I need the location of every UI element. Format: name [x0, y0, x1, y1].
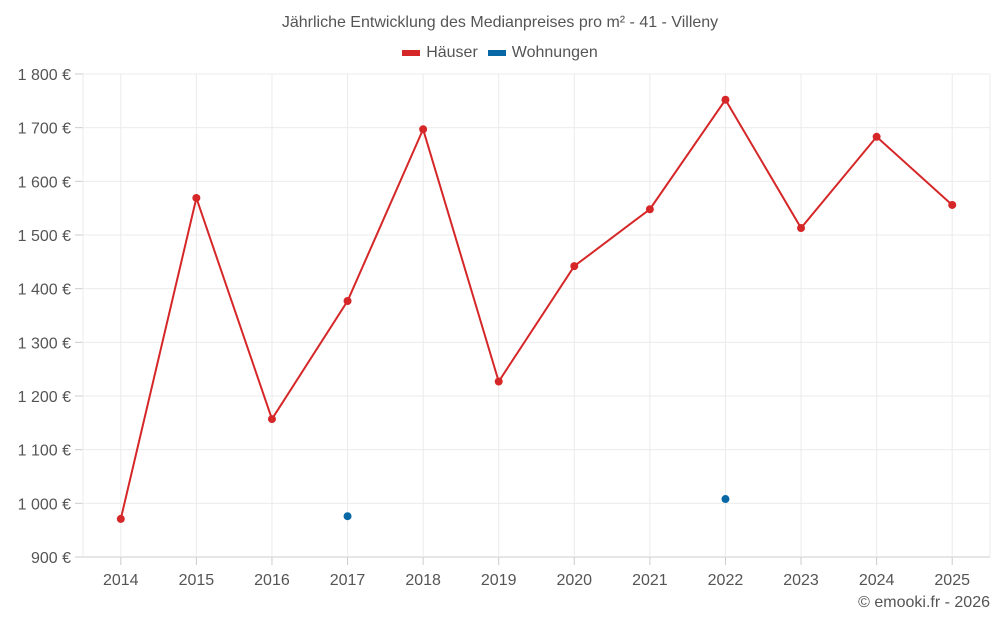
x-tick-label: 2017	[330, 572, 366, 589]
data-point[interactable]	[872, 132, 881, 141]
copyright: © emooki.fr - 2026	[858, 594, 990, 611]
y-tick-label: 1 200 €	[18, 389, 71, 406]
x-tick-label: 2016	[254, 572, 290, 589]
data-point[interactable]	[721, 495, 730, 504]
data-point[interactable]	[721, 95, 730, 104]
x-tick-label: 2014	[103, 572, 139, 589]
legend-swatch-houses	[402, 50, 421, 56]
data-point[interactable]	[494, 377, 503, 386]
legend-label-houses: Häuser	[426, 44, 478, 61]
data-point[interactable]	[419, 125, 428, 134]
x-tick-label: 2015	[179, 572, 215, 589]
data-point[interactable]	[343, 297, 352, 306]
data-point[interactable]	[797, 224, 806, 233]
chart-title: Jährliche Entwicklung des Medianpreises …	[281, 14, 719, 31]
y-tick-label: 1 100 €	[18, 443, 71, 460]
legend: Häuser Wohnungen	[0, 44, 1000, 62]
legend-item-apartments[interactable]: Wohnungen	[487, 44, 598, 62]
data-point[interactable]	[570, 262, 579, 271]
data-point[interactable]	[948, 200, 957, 209]
y-tick-label: 1 600 €	[18, 174, 71, 191]
x-tick-label: 2022	[708, 572, 744, 589]
x-tick-label: 2025	[934, 572, 970, 589]
x-tick-label: 2020	[556, 572, 592, 589]
x-tick-label: 2023	[783, 572, 819, 589]
x-tick-label: 2024	[859, 572, 895, 589]
y-tick-label: 1 800 €	[18, 67, 71, 84]
legend-label-apartments: Wohnungen	[511, 44, 598, 61]
x-tick-label: 2021	[632, 572, 668, 589]
y-tick-label: 900 €	[31, 550, 71, 567]
y-tick-label: 1 700 €	[18, 121, 71, 138]
y-tick-label: 1 400 €	[18, 282, 71, 299]
y-tick-label: 1 000 €	[18, 496, 71, 513]
y-tick-label: 1 300 €	[18, 335, 71, 352]
series-line-houses	[119, 97, 953, 520]
data-point[interactable]	[343, 512, 352, 521]
legend-item-houses[interactable]: Häuser	[402, 44, 478, 62]
data-point[interactable]	[116, 514, 125, 523]
x-tick-label: 2019	[481, 572, 517, 589]
legend-swatch-apartments	[487, 50, 506, 56]
y-tick-label: 1 500 €	[18, 228, 71, 245]
data-point[interactable]	[267, 415, 276, 424]
data-point[interactable]	[192, 193, 201, 202]
x-tick-label: 2018	[405, 572, 441, 589]
data-point[interactable]	[645, 205, 654, 214]
